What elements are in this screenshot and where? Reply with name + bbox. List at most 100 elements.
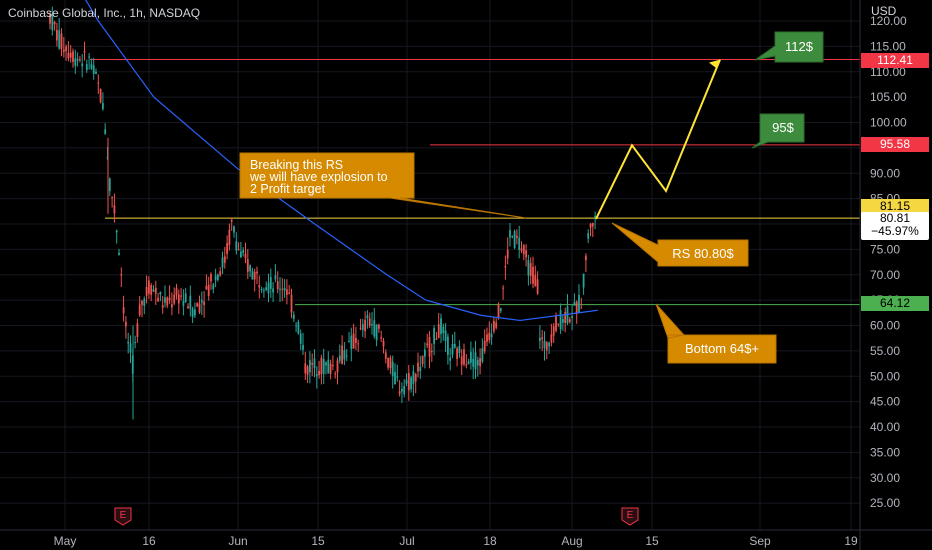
x-tick-label: May [54,534,77,548]
y-tick-label: 100.00 [870,116,907,130]
candle-body [375,324,378,341]
note-line: 2 Profit target [250,182,326,196]
candle-body [223,256,226,263]
candle-body [104,129,107,135]
candle-body [267,282,270,294]
candle-body [295,325,297,327]
candle-body [62,49,65,52]
projection-path [595,59,721,220]
candle-body [453,343,456,348]
candle-body [343,350,346,360]
candle-body [166,297,169,306]
candle-body [58,30,61,49]
candle-body [493,320,495,332]
candle-body [543,340,546,349]
candle-body [506,249,509,259]
candle-body [85,64,88,71]
earnings-letter: E [627,510,634,521]
candle-body [171,304,173,308]
candle-body [244,253,247,259]
candle-body [545,342,548,351]
candle-body [297,321,300,334]
bottom-callout: Bottom 64$+ [655,303,777,364]
candle-body [265,287,268,291]
candle-body [575,301,578,315]
candle-body [332,365,334,367]
candle-body [246,259,249,272]
candle-body [373,320,376,337]
candle-body [424,349,426,357]
x-tick-label: 15 [311,534,325,548]
candle-body [251,270,254,280]
candle-body [562,319,564,323]
note-box [239,152,527,219]
candle-body [555,316,557,331]
candle-body [159,291,162,295]
candle-body [350,335,353,350]
earnings-icon [114,507,132,526]
candle-body [539,337,541,341]
candle-body [440,318,442,334]
candle-body [502,287,504,289]
y-tick-label: 45.00 [870,395,900,409]
candle-body [497,303,500,318]
candle-body [221,257,224,268]
candle-body [403,385,406,395]
candle-body [585,255,587,261]
candle-body [274,275,277,280]
candle-body [175,288,178,296]
candle-body [364,320,366,332]
price-axis: 120.00115.00110.00105.00100.0095.0090.00… [859,0,907,550]
candle-body [65,46,67,51]
candle-body [313,358,316,369]
candle-body [237,249,240,251]
candle-body [320,357,323,375]
candle-body [145,286,148,296]
candle-body [525,250,527,258]
candle-body [361,324,364,331]
candle-body [72,51,74,62]
candle-body [348,340,350,342]
candle-body [226,243,228,254]
candle-body [230,219,233,222]
candle-body [329,363,332,374]
candle-body [217,274,219,280]
current-price: 80.81 [879,211,911,225]
y-tick-label: 90.00 [870,166,900,180]
candle-body [111,196,113,198]
candle-body [309,360,311,373]
candle-body [396,376,399,378]
candle-body [212,284,215,290]
candle-body [456,348,458,360]
candle-body [366,315,369,319]
candle-body [442,326,445,334]
candle-body [51,14,54,31]
candle-body [334,373,337,375]
price-label-95: 95.58 [861,137,929,152]
candle-body [219,271,222,276]
candle-body [529,263,532,277]
candle-body [368,318,371,326]
candle-body [120,274,123,276]
candle-body [322,359,325,374]
candle-body [419,367,422,372]
candle-body [90,64,93,69]
candle-body [286,289,288,295]
candle-body [138,304,141,315]
candle-body [49,14,51,24]
candle-body [92,65,95,74]
y-tick-label: 70.00 [870,268,900,282]
candle-body [97,82,100,84]
candle-body [421,355,424,364]
candle-body [405,379,408,384]
candle-body [288,292,291,294]
y-tick-label: 30.00 [870,471,900,485]
candle-body [327,359,330,374]
projection-arrowhead [709,59,720,69]
candle-body [60,33,63,50]
candle-body [591,222,594,227]
candle-body [352,333,355,349]
candle-body [198,303,201,313]
